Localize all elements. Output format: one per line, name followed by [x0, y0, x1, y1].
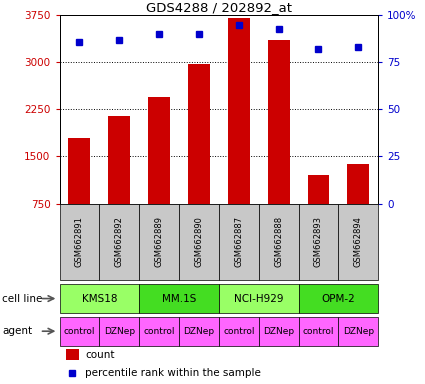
Text: MM.1S: MM.1S [162, 293, 196, 304]
Text: GSM662887: GSM662887 [234, 216, 243, 268]
Text: GSM662891: GSM662891 [75, 217, 84, 267]
Text: GSM662893: GSM662893 [314, 217, 323, 267]
Bar [338, 204, 378, 280]
Text: DZNep: DZNep [184, 327, 215, 336]
Bar [139, 204, 179, 280]
Bar [268, 40, 289, 204]
Text: KMS18: KMS18 [82, 293, 117, 304]
Bar [298, 284, 378, 313]
Bar [219, 204, 259, 280]
Bar [60, 317, 99, 346]
Title: GDS4288 / 202892_at: GDS4288 / 202892_at [146, 1, 292, 14]
Text: DZNep: DZNep [263, 327, 294, 336]
Text: GSM662890: GSM662890 [195, 217, 204, 267]
Text: NCI-H929: NCI-H929 [234, 293, 283, 304]
Bar [259, 204, 298, 280]
Bar [148, 97, 170, 204]
Bar [139, 317, 179, 346]
Text: GSM662892: GSM662892 [115, 217, 124, 267]
Text: control: control [223, 327, 255, 336]
Bar [188, 64, 210, 204]
Bar [68, 138, 91, 204]
Text: DZNep: DZNep [343, 327, 374, 336]
Bar [228, 18, 250, 204]
Text: control: control [64, 327, 95, 336]
Bar [259, 317, 298, 346]
Bar [179, 317, 219, 346]
Text: GSM662894: GSM662894 [354, 217, 363, 267]
Bar [66, 349, 79, 360]
Bar [298, 317, 338, 346]
Text: control: control [303, 327, 334, 336]
Text: cell line: cell line [2, 293, 42, 304]
Bar [338, 317, 378, 346]
Text: GSM662888: GSM662888 [274, 216, 283, 268]
Text: percentile rank within the sample: percentile rank within the sample [85, 367, 261, 377]
Text: OPM-2: OPM-2 [322, 293, 355, 304]
Text: count: count [85, 349, 114, 359]
Bar [219, 284, 298, 313]
Bar [179, 204, 219, 280]
Bar [298, 204, 338, 280]
Bar [99, 317, 139, 346]
Text: DZNep: DZNep [104, 327, 135, 336]
Bar [139, 284, 219, 313]
Bar [347, 164, 369, 204]
Bar [60, 204, 99, 280]
Text: agent: agent [2, 326, 32, 336]
Bar [308, 175, 329, 204]
Text: GSM662889: GSM662889 [155, 217, 164, 267]
Bar [60, 284, 139, 313]
Bar [108, 116, 130, 204]
Bar [99, 204, 139, 280]
Bar [219, 317, 259, 346]
Text: control: control [143, 327, 175, 336]
